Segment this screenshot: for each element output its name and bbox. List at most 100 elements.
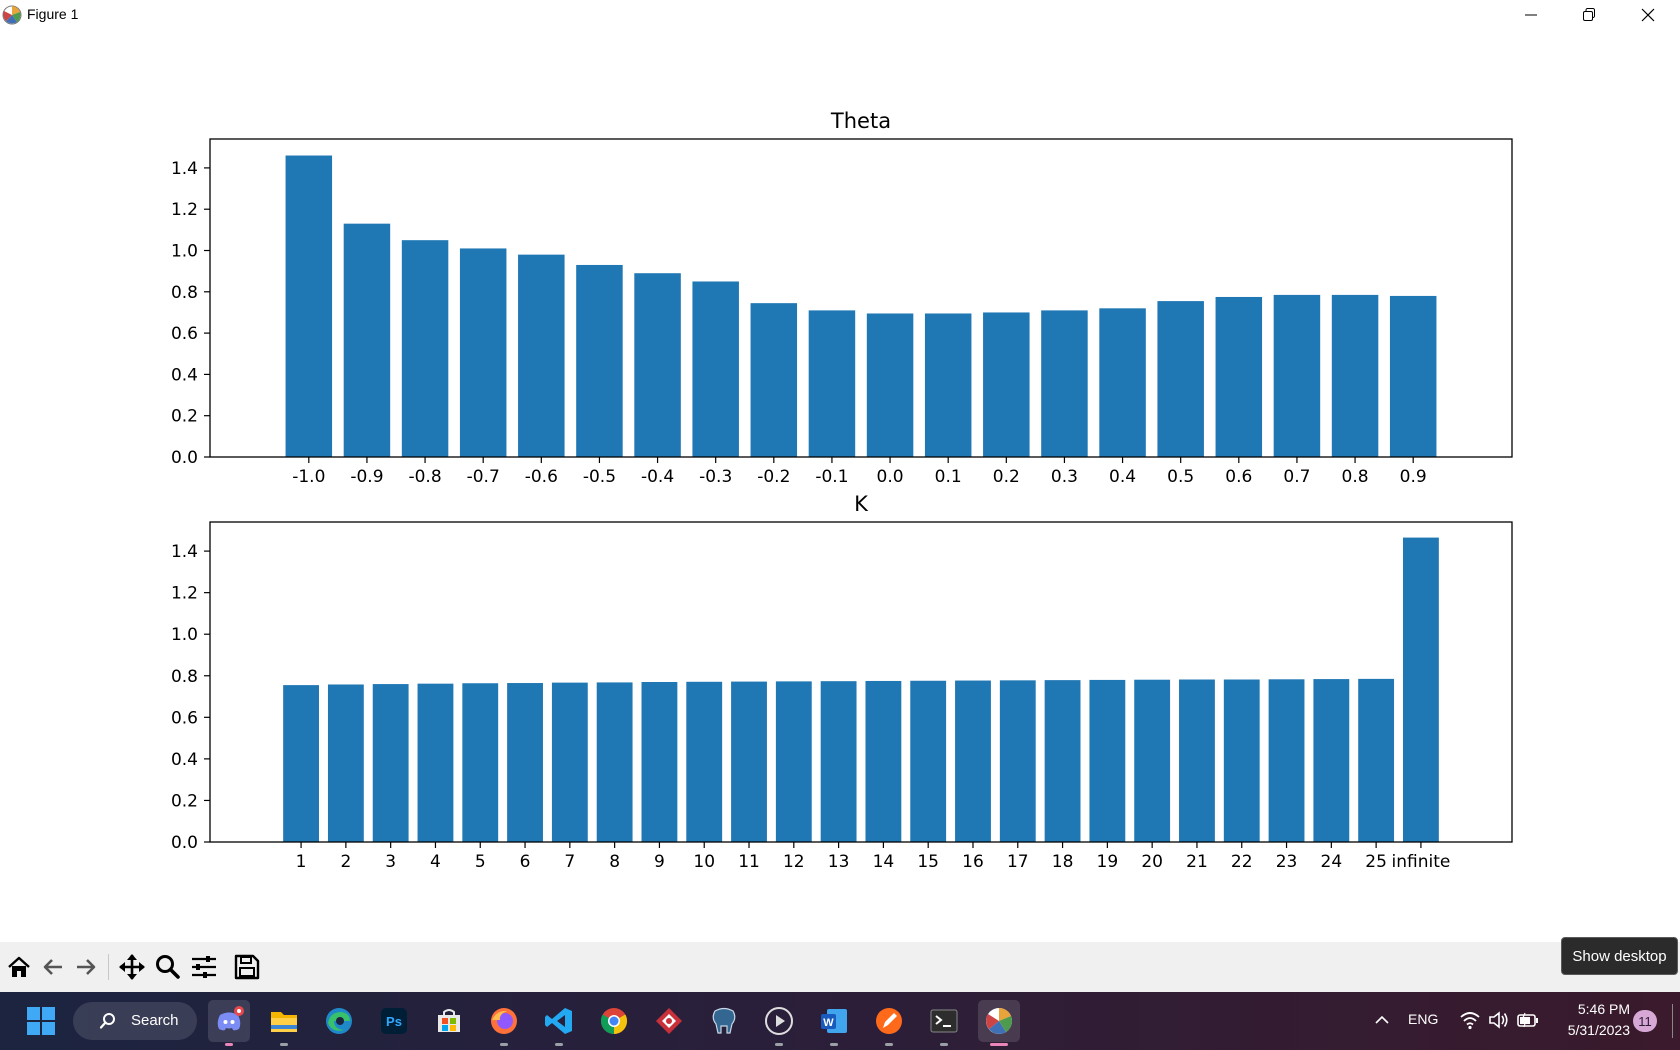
figure-svg: Theta 0.0 0.2 0.4 0.6 0.8 1.0 1.2 1.4 -1.0 -0.9 -0.… <box>171 109 1513 872</box>
restore-icon <box>1583 8 1595 21</box>
y-tick-label: 1.0 <box>171 242 198 262</box>
bar <box>634 273 681 457</box>
save-floppy-icon <box>234 954 260 980</box>
y-tick-label: 0.0 <box>171 833 198 853</box>
bar <box>924 313 972 457</box>
x-tick-label: -0.3 <box>699 467 732 487</box>
clock-date[interactable]: 5/31/2023 <box>1567 1022 1630 1038</box>
bar <box>1358 678 1395 842</box>
taskbar-app-chrome[interactable] <box>593 1000 635 1042</box>
back-button[interactable] <box>38 952 68 982</box>
app-indicator <box>775 1043 783 1046</box>
x-tick-label: 24 <box>1321 852 1343 872</box>
taskbar-app-rhino[interactable] <box>648 1000 690 1042</box>
configure-subplots-button[interactable] <box>189 952 219 982</box>
taskbar-app-vscode[interactable] <box>538 1000 580 1046</box>
speaker-icon <box>1489 1011 1508 1029</box>
taskbar-app-firefox[interactable] <box>483 1000 525 1046</box>
restore-button[interactable] <box>1561 0 1617 30</box>
taskbar-app-media-player[interactable] <box>758 1000 800 1046</box>
x-tick-label: 9 <box>654 852 665 872</box>
y-tick-label: 0.6 <box>171 324 198 344</box>
x-tick-label: -0.9 <box>350 467 383 487</box>
x-tick-label: 22 <box>1231 852 1253 872</box>
language-indicator[interactable]: ENG <box>1408 1011 1439 1027</box>
bar <box>1403 537 1439 842</box>
bar <box>865 680 902 842</box>
notification-badge[interactable]: 11 <box>1633 1010 1657 1032</box>
x-tick-label: 0.4 <box>1109 467 1136 487</box>
taskbar-app-word[interactable]: W <box>813 1000 855 1046</box>
wifi-icon <box>1460 1012 1480 1030</box>
close-button[interactable] <box>1620 0 1676 30</box>
taskbar-app-file-explorer[interactable] <box>263 1000 305 1046</box>
taskbar-search[interactable]: Search <box>73 1002 197 1040</box>
bar <box>910 680 947 842</box>
window-titlebar: Figure 1 <box>0 0 1680 30</box>
wifi-button[interactable] <box>1458 1008 1482 1032</box>
y-tick-label: 1.2 <box>171 584 198 604</box>
bar <box>808 310 856 457</box>
taskbar-app-edge[interactable] <box>318 1000 360 1042</box>
y-tick-label: 0.0 <box>171 448 198 468</box>
windows-start-icon[interactable] <box>26 1006 56 1036</box>
svg-text:W: W <box>823 1017 834 1029</box>
bar <box>866 313 914 457</box>
x-tick-label: 13 <box>828 852 850 872</box>
y-tick-label: 0.4 <box>171 750 198 770</box>
bar <box>1268 679 1305 842</box>
y-tick-label: 0.2 <box>171 407 198 427</box>
bar <box>401 240 449 457</box>
pan-button[interactable] <box>117 952 147 982</box>
close-icon <box>1641 8 1655 22</box>
x-tick-label: 1 <box>296 852 307 872</box>
taskbar-app-discord[interactable] <box>208 1000 250 1046</box>
matplotlib-app-icon <box>2 5 22 25</box>
bar <box>999 680 1036 842</box>
taskbar-app-photoshop[interactable]: Ps <box>373 1000 415 1042</box>
volume-button[interactable] <box>1487 1008 1511 1032</box>
zoom-button[interactable] <box>153 952 183 982</box>
bar <box>1179 679 1215 842</box>
search-label: Search <box>131 1012 179 1029</box>
bar <box>507 683 543 842</box>
x-tick-label: 0.0 <box>877 467 904 487</box>
x-tick-label: -1.0 <box>292 467 325 487</box>
axes-frame <box>209 138 1513 458</box>
bar <box>641 682 678 842</box>
bar <box>1313 679 1350 842</box>
y-tick-label: 0.8 <box>171 283 198 303</box>
bar <box>1215 296 1263 457</box>
x-tick-label: 17 <box>1007 852 1029 872</box>
theta-subplot: Theta 0.0 0.2 0.4 0.6 0.8 1.0 1.2 1.4 -1.0 -0.9 -0.… <box>171 109 1513 487</box>
app-indicator <box>830 1043 838 1046</box>
battery-button[interactable] <box>1516 1008 1540 1032</box>
minimize-button[interactable] <box>1503 0 1559 30</box>
x-tick-label: -0.8 <box>408 467 441 487</box>
rhino-icon <box>656 1008 682 1034</box>
y-tick-label: 0.4 <box>171 365 198 385</box>
taskbar-app-figure-window[interactable] <box>978 1000 1020 1046</box>
clock-time[interactable]: 5:46 PM <box>1577 1001 1630 1017</box>
y-tick-label: 0.8 <box>171 667 198 687</box>
figure-canvas[interactable]: Theta 0.0 0.2 0.4 0.6 0.8 1.0 1.2 1.4 -1.0 -0.9 -0.… <box>0 30 1680 942</box>
taskbar-app-sketchbook[interactable] <box>868 1000 910 1046</box>
window-title: Figure 1 <box>27 6 79 22</box>
chrome-icon <box>600 1008 628 1035</box>
taskbar-app-pgadmin[interactable] <box>703 1000 745 1042</box>
x-tick-label: 21 <box>1186 852 1208 872</box>
x-tick-label: 0.2 <box>993 467 1020 487</box>
home-button[interactable] <box>4 952 34 982</box>
show-desktop-button[interactable] <box>1672 1004 1673 1038</box>
x-tick-label: 0.1 <box>935 467 962 487</box>
taskbar-app-store[interactable] <box>428 1000 470 1042</box>
store-bag-icon <box>438 1009 460 1032</box>
k-subplot: K0.00.20.40.60.81.01.21.41 2 3 4 5 6 7 8 9 10 11 12… <box>171 492 1513 872</box>
taskbar-app-terminal[interactable] <box>923 1000 965 1046</box>
y-tick-label: 0.6 <box>171 708 198 728</box>
x-tick-label: 10 <box>693 852 715 872</box>
navigation-toolbar <box>0 942 1680 992</box>
forward-button[interactable] <box>71 952 101 982</box>
save-button[interactable] <box>232 952 262 982</box>
chevron-up-icon[interactable] <box>1372 1010 1392 1030</box>
